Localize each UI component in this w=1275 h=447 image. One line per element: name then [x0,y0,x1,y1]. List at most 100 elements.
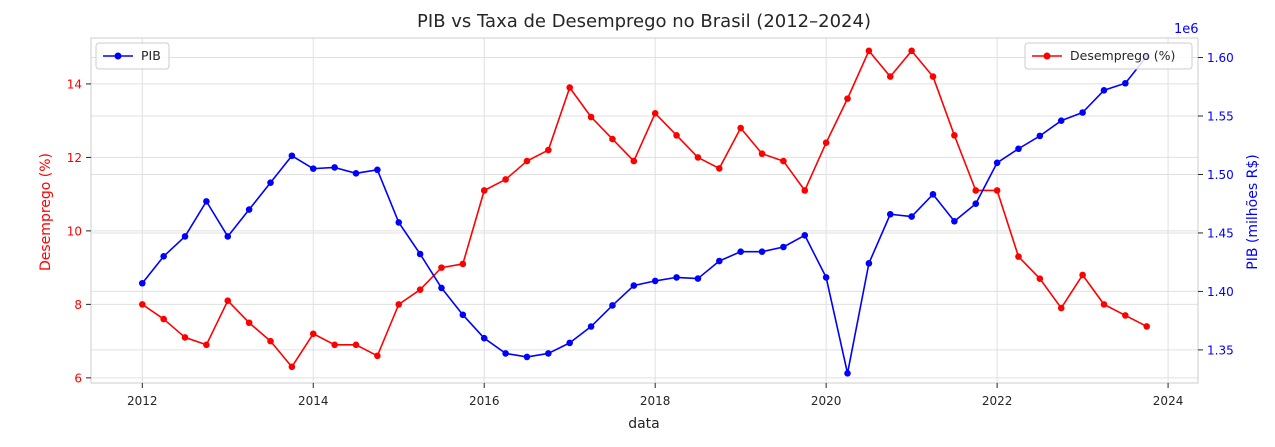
pib-point [630,282,638,289]
pib-point [416,250,424,258]
y-right-tick-label: 1.45 [1207,226,1234,240]
pib-point [587,323,595,330]
pib-point [1057,117,1065,124]
desemprego-point [374,352,381,360]
desemprego-point [416,286,424,293]
desemprego-point [929,73,937,80]
desemprego-point [1036,275,1044,282]
pib-point [694,275,702,282]
pib-point [1015,145,1022,153]
desemprego-point [245,319,253,327]
desemprego-point [673,132,680,139]
y-right-tick-label: 1.50 [1207,168,1234,182]
axis-layer: 2012 2014 2016 2018 2020 2022 2024 6 8 10 12 14 1.35… [67,51,1234,408]
desemprego-point [908,47,915,55]
legend-desemprego-box [1024,42,1193,70]
desemprego-point [1079,271,1086,279]
pib-point [395,219,403,226]
pib-point [737,248,744,255]
pib-point [651,277,659,285]
desemprego-point [822,139,830,147]
legend-pib: PIB [95,42,170,70]
pib-point [352,170,360,177]
pib-point [609,302,616,309]
series-layer [138,47,1151,377]
y-left-tick-label: 8 [74,298,82,312]
pib-point [908,213,915,220]
y-left-tick-label: 12 [67,151,82,165]
legend-desemprego: Desemprego (%) [1024,42,1193,70]
desemprego-point [288,363,296,371]
pib-point [245,206,253,213]
pib-point [780,243,787,251]
desemprego-point [1057,304,1065,312]
desemprego-point [138,301,146,308]
desemprego-point [566,84,573,91]
pib-point [1100,86,1108,94]
desemprego-point [502,176,509,183]
pib-point [331,164,338,171]
desemprego-point [203,341,210,349]
pib-point [993,159,1001,167]
pib-point [438,284,445,292]
desemprego-point [523,157,531,165]
desemprego-point [224,297,232,305]
desemprego-point [630,157,638,165]
pib-point [716,257,723,265]
pib-point [181,233,189,240]
desemprego-point [694,154,702,161]
desemprego-point [716,165,723,172]
desemprego-point [267,337,274,345]
x-tick-label: 2020 [811,394,842,408]
x-tick-label: 2014 [298,394,329,408]
desemprego-line [141,50,1148,368]
pib-point [673,274,680,281]
desemprego-point [587,113,595,121]
legend-desemprego-label: Desemprego (%) [1070,48,1175,63]
desemprego-point [801,187,809,194]
desemprego-point [972,187,980,194]
desemprego-point [480,187,488,194]
desemprego-point [395,301,403,308]
plot-frame [90,37,1199,384]
desemprego-point [758,150,766,158]
desemprego-point [1122,312,1129,319]
pib-point [972,200,980,208]
pib-point [951,217,958,225]
pib-point [480,334,488,342]
desemprego-point [886,73,894,80]
pib-point [374,166,381,174]
pib-point [523,353,531,361]
desemprego-point [951,132,958,139]
desemprego-point [160,315,167,323]
pib-point [822,274,830,281]
pib-point [865,260,873,267]
desemprego-point [1143,323,1151,330]
desemprego-point [352,341,360,349]
desemprego-point [780,157,787,165]
grid-layer [91,38,1198,383]
pib-point [160,253,167,260]
desemprego-point [651,110,659,117]
pib-point [1079,109,1086,116]
chart-title: PIB vs Taxa de Desemprego no Brasil (201… [417,11,871,32]
desemprego-point [181,334,189,341]
pib-point [801,231,809,239]
desemprego-point [459,260,467,268]
x-tick-label: 2012 [127,394,158,408]
pib-point [1122,79,1129,87]
y-right-tick-label: 1.35 [1207,343,1234,357]
x-tick-label: 2016 [469,394,500,408]
desemprego-point [844,95,851,102]
legend-pib-label: PIB [141,48,161,63]
y-left-tick-label: 10 [67,224,82,238]
legend-pib-marker [114,52,122,60]
desemprego-point [331,341,338,349]
desemprego-point [993,187,1001,194]
pib-point [224,233,232,240]
right-axis-multiplier: 1e6 [1174,22,1199,37]
desemprego-point [1015,253,1022,260]
pib-point [844,369,851,377]
pib-point [138,279,146,287]
